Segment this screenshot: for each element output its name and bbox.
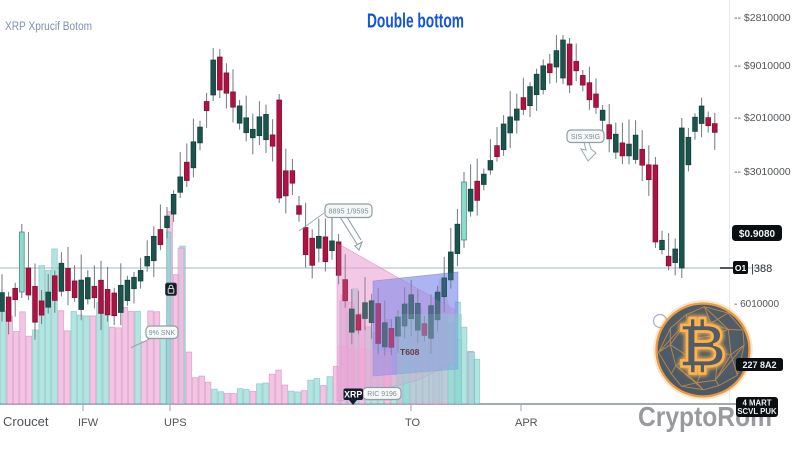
svg-text:IFW: IFW <box>78 417 99 429</box>
svg-text:UPS: UPS <box>164 417 187 429</box>
svg-text:XRP Xprucif Botom: XRP Xprucif Botom <box>5 21 92 33</box>
svg-text:₿: ₿ <box>678 313 727 380</box>
svg-text:$0.9080: $0.9080 <box>739 229 776 240</box>
svg-text:- 6010000: - 6010000 <box>734 299 779 310</box>
svg-text:|388: |388 <box>751 263 772 275</box>
svg-text:-- $9010000: -- $9010000 <box>734 60 791 72</box>
svg-text:T608: T608 <box>400 347 420 357</box>
svg-text:8895 1/9595: 8895 1/9595 <box>329 206 369 215</box>
svg-text:9% SNK: 9% SNK <box>149 330 176 337</box>
svg-text:SCVL PUK: SCVL PUK <box>737 407 777 416</box>
svg-text:O1: O1 <box>735 263 747 273</box>
svg-text:-- $3010000: -- $3010000 <box>734 166 791 178</box>
svg-text:Croucet: Croucet <box>3 414 49 429</box>
svg-text:APR: APR <box>515 417 538 429</box>
svg-text:Double bottom: Double bottom <box>367 11 464 33</box>
svg-text:RIC 9196: RIC 9196 <box>367 391 397 398</box>
svg-text:-- $2810000: -- $2810000 <box>734 12 791 24</box>
svg-text:SIS X9IG: SIS X9IG <box>571 134 600 141</box>
svg-text:4 MART: 4 MART <box>742 399 771 408</box>
svg-text:227 8A2: 227 8A2 <box>742 360 776 370</box>
svg-text:TO: TO <box>405 417 421 429</box>
svg-text:XRP: XRP <box>344 390 362 400</box>
svg-text:-- $2010000: -- $2010000 <box>734 112 791 124</box>
